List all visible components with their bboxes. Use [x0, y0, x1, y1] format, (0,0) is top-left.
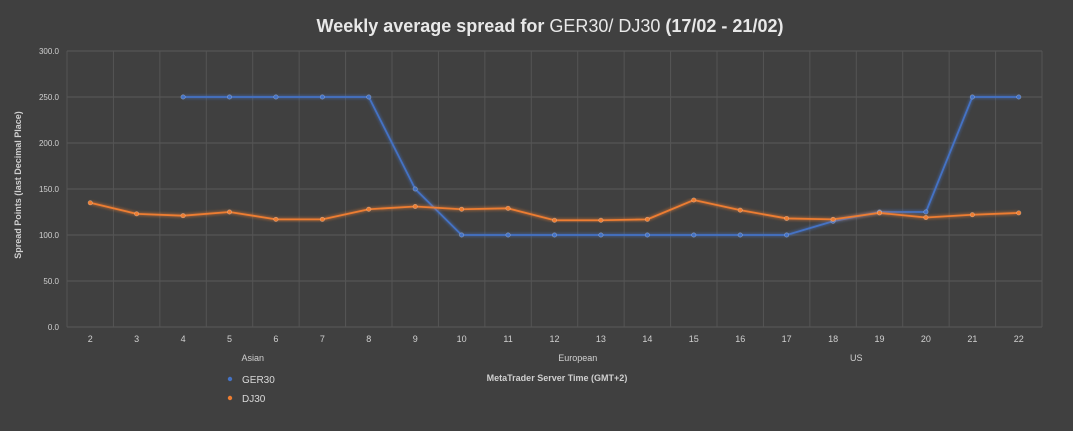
- session-label: Asian: [241, 353, 264, 363]
- y-tick-label: 50.0: [43, 277, 59, 286]
- data-point: [691, 232, 697, 238]
- legend-item: GER30: [221, 375, 275, 386]
- data-point: [412, 186, 418, 192]
- data-point: [876, 210, 882, 216]
- data-point: [319, 216, 325, 222]
- x-tick-label: 16: [735, 334, 745, 344]
- title-prefix: Weekly average spread for: [317, 16, 550, 36]
- x-tick-label: 20: [921, 334, 931, 344]
- legend-swatch-marker: [227, 395, 233, 401]
- x-tick-label: 3: [134, 334, 139, 344]
- data-point: [319, 94, 325, 100]
- y-tick-label: 250.0: [39, 93, 60, 102]
- session-labels: Asian European US: [241, 353, 862, 363]
- data-point: [830, 216, 836, 222]
- data-point: [1016, 94, 1022, 100]
- data-point: [551, 232, 557, 238]
- series-ger30: [180, 94, 1022, 238]
- series-dj30: [87, 197, 1022, 223]
- x-tick-label: 12: [549, 334, 559, 344]
- data-point: [505, 232, 511, 238]
- data-point: [784, 232, 790, 238]
- data-point: [598, 232, 604, 238]
- chart-title: Weekly average spread for GER30/ DJ30 (1…: [317, 16, 784, 36]
- x-tick-label: 11: [503, 334, 512, 344]
- data-point: [273, 216, 279, 222]
- x-tick-label: 7: [320, 334, 325, 344]
- x-tick-label: 13: [596, 334, 606, 344]
- legend-label: DJ30: [242, 394, 266, 405]
- x-axis-title: MetaTrader Server Time (GMT+2): [487, 373, 628, 383]
- x-tick-label: 2: [88, 334, 93, 344]
- x-tick-label: 10: [457, 334, 467, 344]
- y-axis-ticks: 0.0 50.0 100.0 150.0 200.0 250.0 300.0: [39, 47, 60, 332]
- data-point: [134, 211, 140, 217]
- data-point: [923, 209, 929, 215]
- x-tick-label: 6: [273, 334, 278, 344]
- x-tick-label: 21: [967, 334, 977, 344]
- data-point: [598, 217, 604, 223]
- session-label: European: [558, 353, 597, 363]
- session-label: US: [850, 353, 863, 363]
- data-point: [87, 200, 93, 206]
- title-date-range: (17/02 - 21/02): [660, 16, 783, 36]
- x-tick-label: 4: [181, 334, 186, 344]
- x-tick-label: 19: [874, 334, 884, 344]
- data-point: [459, 206, 465, 212]
- data-point: [923, 215, 929, 221]
- y-tick-label: 100.0: [39, 231, 60, 240]
- x-tick-label: 22: [1014, 334, 1024, 344]
- data-point: [969, 212, 975, 218]
- x-tick-label: 5: [227, 334, 232, 344]
- data-point: [505, 205, 511, 211]
- gridlines: [66, 50, 1043, 328]
- data-point: [737, 232, 743, 238]
- x-tick-label: 17: [782, 334, 792, 344]
- data-point: [644, 232, 650, 238]
- data-point: [366, 94, 372, 100]
- data-point: [691, 197, 697, 203]
- data-point: [969, 94, 975, 100]
- data-point: [737, 207, 743, 213]
- data-point: [180, 213, 186, 219]
- legend: GER30 DJ30: [221, 375, 275, 405]
- y-axis-title: Spread Points (last Decimal Place): [13, 111, 23, 259]
- data-point: [366, 206, 372, 212]
- legend-item: DJ30: [221, 394, 266, 405]
- x-tick-label: 18: [828, 334, 838, 344]
- title-series-names: GER30/ DJ30: [549, 16, 660, 36]
- data-point: [412, 203, 418, 209]
- y-tick-label: 0.0: [48, 323, 60, 332]
- y-tick-label: 150.0: [39, 185, 60, 194]
- x-tick-label: 9: [413, 334, 418, 344]
- data-point: [784, 215, 790, 221]
- x-tick-label: 8: [366, 334, 371, 344]
- data-point: [227, 94, 233, 100]
- x-axis-ticks: 2 3 4 5 6 7 8 9 10 11 12 13 14 15 16 17 18 19 20 21 22: [88, 334, 1024, 344]
- data-point: [1016, 210, 1022, 216]
- y-tick-label: 300.0: [39, 47, 60, 56]
- data-point: [180, 94, 186, 100]
- legend-swatch-marker: [227, 376, 233, 382]
- data-point: [644, 216, 650, 222]
- data-point: [459, 232, 465, 238]
- data-point: [227, 209, 233, 215]
- legend-label: GER30: [242, 375, 275, 386]
- y-tick-label: 200.0: [39, 139, 60, 148]
- x-tick-label: 15: [689, 334, 699, 344]
- series-lines: [87, 94, 1022, 238]
- data-point: [273, 94, 279, 100]
- data-point: [551, 217, 557, 223]
- x-tick-label: 14: [642, 334, 652, 344]
